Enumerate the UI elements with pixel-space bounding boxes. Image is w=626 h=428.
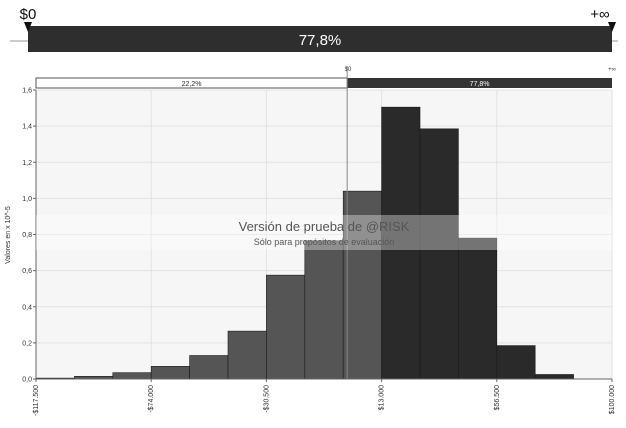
- slider-percent-label: 77,8%: [299, 32, 342, 49]
- histogram-bar: [227, 330, 267, 380]
- y-tick-label: 0,0: [22, 377, 32, 384]
- band-marker-label: $0: [345, 67, 352, 73]
- y-tick-label: 1,2: [22, 160, 32, 167]
- probability-band: $0 +∞ 22,2% 77,8%: [35, 67, 616, 89]
- trial-watermark: Versión de prueba de @RISK Sólo para pro…: [36, 215, 612, 250]
- histogram-bar: [304, 240, 344, 380]
- slider-right-label: +∞: [590, 6, 610, 23]
- histogram-bar: [496, 345, 536, 380]
- histogram-bar: [112, 372, 152, 380]
- watermark-title: Versión de prueba de @RISK: [239, 219, 410, 234]
- y-tick-label: 0,6: [22, 268, 32, 275]
- histogram-bar: [534, 374, 574, 380]
- band-right-segment: [347, 78, 612, 88]
- histogram-bar: [342, 190, 382, 380]
- histogram-bar: [419, 128, 459, 380]
- band-right-percent: 77,8%: [470, 81, 490, 88]
- y-tick-label: 0,2: [22, 340, 32, 347]
- y-tick-label: 1,4: [22, 124, 32, 131]
- y-axis: 0,0 0,2 0,4 0,6 0,8 1,0 1,2 1,4 1,6: [22, 88, 37, 384]
- band-right-end-label: +∞: [608, 67, 616, 73]
- watermark-subtitle: Sólo para propósitos de evaluación: [254, 237, 395, 247]
- histogram-bar: [381, 106, 421, 380]
- x-tick-label: $13.000: [379, 385, 386, 410]
- x-tick-label: $100.000: [609, 385, 616, 414]
- y-axis-label: Valores en x 10^-5: [5, 206, 12, 264]
- histogram-bar: [458, 237, 498, 380]
- histogram-bar: [189, 355, 229, 380]
- slider-right-handle-icon[interactable]: [608, 22, 616, 32]
- y-tick-label: 0,8: [22, 232, 32, 239]
- histogram-bar: [150, 366, 190, 380]
- slider-range-bar[interactable]: [28, 26, 612, 52]
- watermark-band: [36, 215, 612, 250]
- slider-left-label: $0: [20, 6, 37, 23]
- histogram-bars: [35, 106, 574, 380]
- x-tick-label: -$117.500: [33, 385, 40, 416]
- range-slider[interactable]: $0 +∞ 77,8%: [10, 6, 618, 52]
- x-tick-label: $56.500: [494, 385, 501, 410]
- x-axis: -$117.500 -$74.000 -$30.500 $13.000 $56.500 $…: [33, 378, 616, 416]
- histogram-bar: [266, 274, 306, 380]
- y-tick-label: 1,0: [22, 196, 32, 203]
- slider-left-handle-icon[interactable]: [24, 22, 32, 32]
- x-tick-label: -$74.000: [148, 385, 155, 413]
- y-tick-label: 1,6: [22, 88, 32, 95]
- x-tick-label: -$30.500: [263, 385, 270, 413]
- band-left-percent: 22,2%: [182, 81, 202, 88]
- y-tick-label: 0,4: [22, 304, 32, 311]
